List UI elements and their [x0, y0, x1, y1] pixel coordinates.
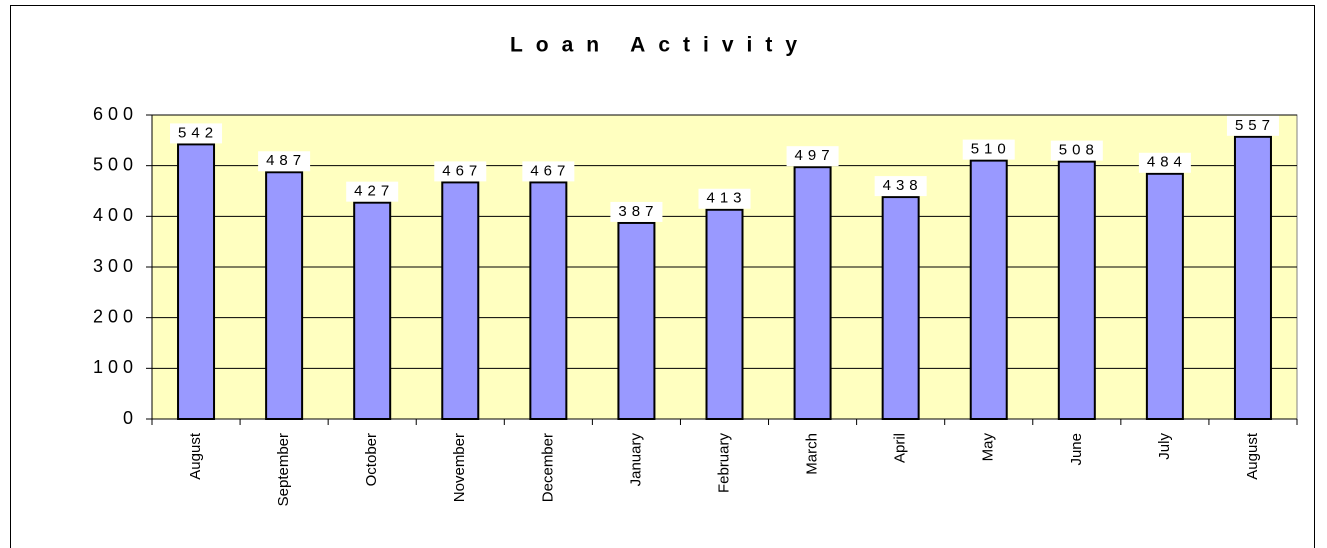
value-label: 497	[795, 147, 835, 164]
bar	[529, 181, 568, 420]
value-label: 467	[442, 162, 482, 179]
value-label-bg	[346, 181, 399, 202]
y-tick-label: 0	[123, 408, 138, 428]
value-label: 387	[618, 203, 658, 220]
value-label: 508	[1059, 142, 1099, 159]
value-label: 467	[530, 162, 570, 179]
x-tick-label: November	[451, 433, 468, 502]
value-label-bg	[1050, 140, 1103, 161]
x-tick-label: March	[804, 433, 821, 475]
x-tick-label: October	[363, 433, 380, 486]
value-label: 438	[883, 177, 923, 194]
x-tick-label: April	[892, 433, 909, 463]
y-tick-label: 100	[93, 357, 138, 377]
bar	[1057, 160, 1096, 420]
value-label: 413	[706, 190, 746, 207]
x-tick-label: February	[715, 433, 732, 494]
y-tick-label: 500	[93, 154, 138, 174]
bar	[969, 159, 1008, 420]
value-label-bg	[1138, 152, 1191, 173]
x-tick-label: December	[539, 433, 556, 502]
value-label-bg	[610, 201, 663, 222]
y-tick-label: 400	[93, 205, 138, 225]
bar	[177, 143, 216, 421]
value-label-bg	[874, 176, 927, 197]
x-tick-label: July	[1156, 433, 1173, 460]
x-tick-label: August	[187, 432, 204, 480]
bar	[881, 196, 920, 420]
value-label-bg	[962, 139, 1015, 160]
value-label: 484	[1147, 154, 1187, 171]
bar	[705, 208, 744, 420]
value-label-bg	[522, 161, 575, 182]
value-label-bg	[258, 151, 311, 172]
value-label-bg	[698, 188, 751, 209]
bar	[617, 221, 656, 420]
bar	[1145, 172, 1184, 420]
value-label: 510	[971, 141, 1011, 158]
bar	[265, 171, 304, 420]
y-tick-label: 300	[93, 256, 138, 276]
value-label-bg	[170, 123, 223, 144]
bar	[353, 201, 392, 420]
value-label: 427	[354, 183, 394, 200]
value-label-bg	[1226, 115, 1279, 136]
x-tick-label: January	[627, 433, 644, 487]
x-tick-label: May	[980, 433, 997, 462]
chart-title: Loan Activity	[510, 34, 810, 57]
value-label: 542	[178, 124, 218, 141]
value-label: 487	[266, 152, 306, 169]
value-label: 557	[1235, 117, 1275, 134]
x-tick-label: August	[1244, 432, 1261, 480]
bar	[793, 166, 832, 420]
value-label-bg	[786, 146, 839, 167]
y-tick-label: 600	[93, 104, 138, 124]
x-tick-label: June	[1068, 433, 1085, 466]
bar	[1233, 135, 1272, 421]
bar	[441, 181, 480, 420]
y-tick-label: 200	[93, 306, 138, 326]
value-label-bg	[434, 161, 487, 182]
x-tick-label: September	[275, 433, 292, 506]
